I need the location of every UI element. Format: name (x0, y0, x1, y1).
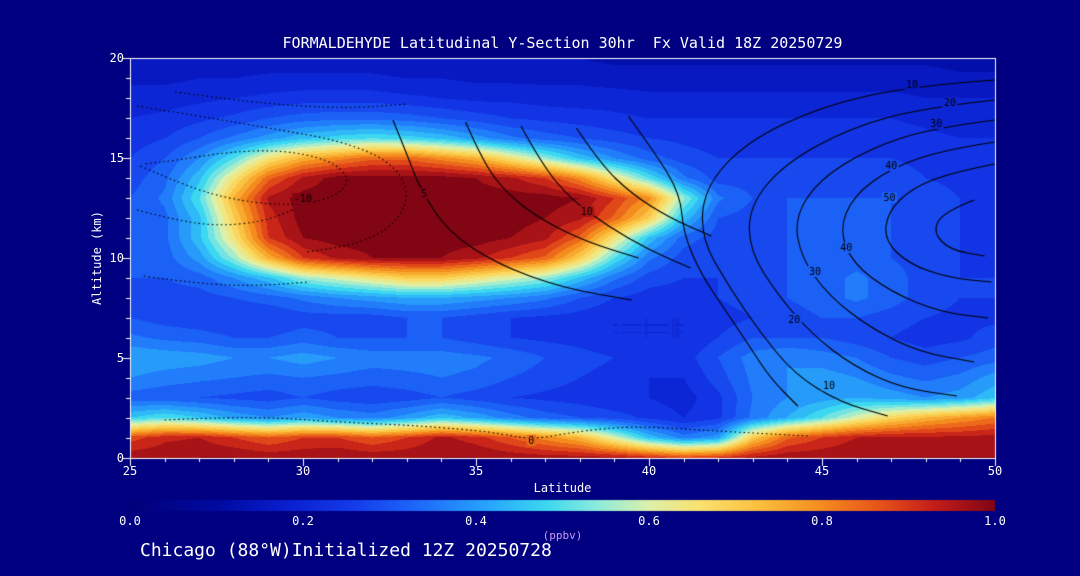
screen: { "title": "FORMALDEHYDE Latitudinal Y-S… (0, 0, 1080, 576)
contour-plot-canvas (0, 0, 1080, 576)
